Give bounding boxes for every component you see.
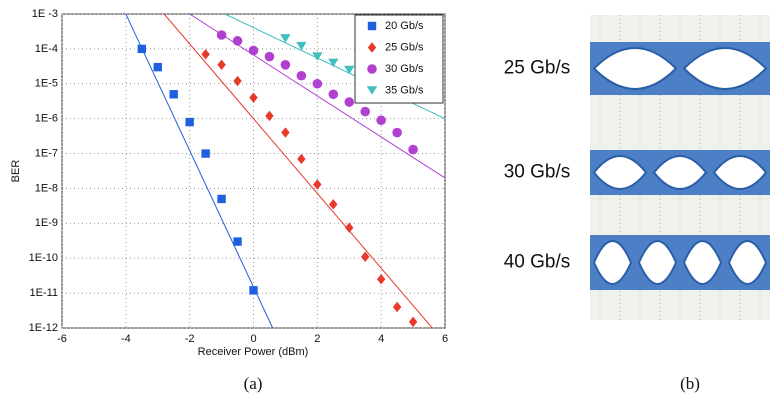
marker: [138, 45, 146, 53]
legend-label: 30 Gb/s: [385, 63, 424, 75]
eye-label: 25 Gb/s: [504, 58, 571, 79]
figure: Receiver Power (dBm) BER (a) (b) -6 -4 -2 0…: [0, 0, 770, 399]
marker: [170, 90, 178, 98]
y-tick-label: 1E-6: [35, 113, 58, 125]
marker: [249, 46, 259, 56]
marker: [154, 63, 162, 71]
y-tick-label: 1E-4: [35, 43, 58, 55]
marker: [368, 22, 376, 30]
y-tick-label: 1E-11: [29, 287, 58, 299]
legend-label: 35 Gb/s: [385, 84, 424, 96]
x-tick-label: 4: [378, 333, 384, 345]
marker: [185, 118, 193, 126]
marker: [233, 36, 243, 46]
marker: [360, 107, 370, 117]
y-tick-label: 1E -3: [32, 8, 58, 20]
marker: [328, 89, 338, 99]
marker: [281, 60, 291, 70]
caption-a: (a): [244, 374, 263, 393]
page: Receiver Power (dBm) BER (a) (b) -6 -4 -2 0…: [0, 0, 770, 399]
marker: [217, 195, 225, 203]
marker: [201, 149, 209, 157]
y-tick-label: 1E-5: [35, 78, 58, 90]
marker: [344, 97, 354, 107]
y-tick-label: 1E-10: [29, 252, 58, 264]
legend-label: 20 Gb/s: [385, 20, 424, 32]
marker: [408, 145, 418, 155]
y-tick-label: 1E-12: [29, 322, 58, 334]
marker: [392, 128, 402, 138]
marker: [249, 286, 257, 294]
x-tick-label: -2: [185, 333, 195, 345]
x-axis-label: Receiver Power (dBm): [198, 346, 309, 358]
legend-label: 25 Gb/s: [385, 41, 424, 53]
marker: [297, 71, 307, 81]
x-tick-label: 0: [250, 333, 256, 345]
marker: [367, 64, 377, 74]
marker: [313, 79, 323, 89]
eye-diagrams: [590, 15, 770, 320]
y-tick-label: 1E-7: [35, 147, 58, 159]
y-tick-label: 1E-9: [35, 217, 58, 229]
eye-label: 30 Gb/s: [504, 162, 571, 183]
x-tick-label: -4: [121, 333, 131, 345]
caption-b: (b): [680, 374, 700, 393]
eye-label: 40 Gb/s: [504, 252, 571, 273]
marker: [376, 115, 386, 125]
x-tick-label: 6: [442, 333, 448, 345]
marker: [265, 52, 275, 62]
marker: [233, 237, 241, 245]
y-tick-label: 1E-8: [35, 182, 58, 194]
marker: [217, 30, 227, 40]
y-axis-label: BER: [10, 160, 22, 183]
x-tick-label: 2: [314, 333, 320, 345]
x-tick-label: -6: [57, 333, 67, 345]
